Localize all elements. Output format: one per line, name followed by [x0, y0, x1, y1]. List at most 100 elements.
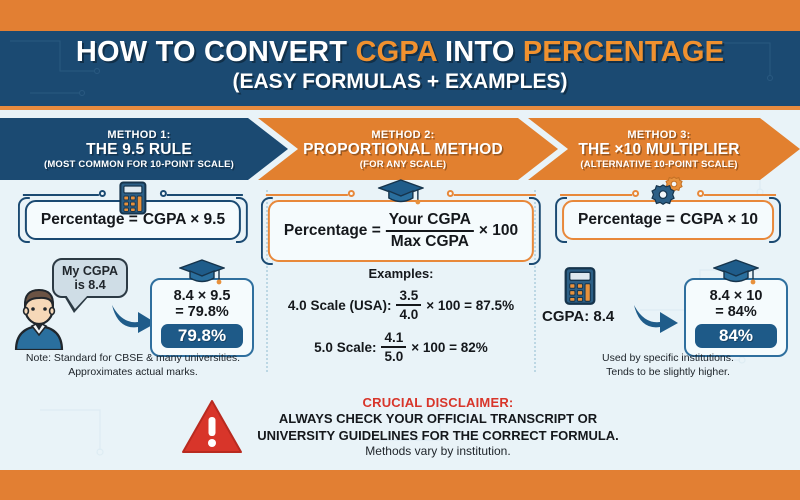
method-1-note-line-2: Approximates actual marks. [68, 365, 198, 378]
method-1-banner-line3: (MOST COMMON FOR 10-POINT SCALE) [43, 158, 235, 170]
method-3-formula-wrap: Percentage = CGPA × 10 [555, 176, 781, 243]
method-3-result-box: 8.4 × 10 = 84% 84% [684, 259, 788, 358]
method-1-node-line-right [167, 194, 244, 196]
disclaimer-sub: Methods vary by institution. [365, 444, 511, 458]
example-2-denominator: 5.0 [384, 349, 404, 364]
example-2-tail: × 100 = 82% [411, 339, 488, 355]
disclaimer-section: CRUCIAL DISCLAIMER: ALWAYS CHECK YOUR OF… [0, 388, 800, 466]
method-2-bracket-right [529, 197, 542, 265]
method-2-bracket-left [260, 197, 273, 265]
curved-arrow-icon [112, 305, 156, 333]
method-3-column: Percentage = CGPA × 10 [536, 176, 800, 382]
disclaimer-heading: CRUCIAL DISCLAIMER: [362, 394, 514, 410]
method-3-formula-box: Percentage = CGPA × 10 [555, 197, 781, 243]
method-2-column: Percentage = Your CGPA Max CGPA × 100 Ex… [260, 179, 542, 382]
method-3-formula-lhs: Percentage = [578, 211, 675, 228]
example-1-tail: × 100 = 87.5% [426, 297, 515, 313]
method-1-bracket-left [17, 197, 30, 243]
title-part-2: INTO [436, 36, 523, 68]
method-3-node-line-right [703, 194, 776, 196]
top-accent-band [0, 0, 800, 31]
method-1-note: Note: Standard for CBSE & many universit… [0, 352, 266, 379]
example-1-fraction: 3.5 4.0 [396, 288, 422, 322]
method-3-calc-line-2: = 84% [715, 304, 757, 321]
method-2-node-dot-right [447, 190, 455, 197]
method-1-bracket-right [236, 197, 249, 243]
method-2-banner-line3: (FOR ANY SCALE) [359, 158, 447, 170]
method-2-banner: METHOD 2: PROPORTIONAL METHOD (FOR ANY S… [258, 118, 558, 180]
method-2-node-line-left [265, 194, 348, 196]
method-3-node-dot-right [696, 190, 704, 197]
header-band [0, 31, 800, 106]
disclaimer-text: CRUCIAL DISCLAIMER: ALWAYS CHECK YOUR OF… [257, 395, 619, 459]
method-3-note: Used by specific institutions. Tends to … [536, 352, 800, 379]
method-3-node-dot-left [632, 190, 640, 197]
curved-arrow-icon [634, 305, 678, 333]
example-2-label: 5.0 Scale: [314, 339, 377, 355]
method-2-example-row-2: 5.0 Scale: 4.1 5.0 × 100 = 82% [268, 330, 534, 364]
column-divider-2 [534, 190, 536, 372]
gears-icon [651, 176, 683, 206]
method-2-formula-box: Percentage = Your CGPA Max CGPA × 100 [260, 197, 542, 265]
method-1-calc-line-2: = 79.8% [175, 304, 229, 321]
method-3-formula-rhs: CGPA × 10 [679, 211, 758, 228]
warning-triangle-icon [182, 400, 243, 453]
example-2-fraction: 4.1 5.0 [381, 330, 407, 364]
method-1-result-box: 8.4 × 9.5 = 79.8% 79.8% [150, 259, 254, 358]
method-3-banner-line1: METHOD 3: [627, 128, 691, 141]
title-highlight-percentage: PERCENTAGE [522, 36, 725, 68]
method-2-banner-line2: PROPORTIONAL METHOD [303, 140, 503, 158]
method-2-example-row-1: 4.0 Scale (USA): 3.5 4.0 × 100 = 87.5% [268, 288, 534, 322]
method-1-node-dot-right [160, 190, 168, 197]
method-2-formula-multiplier: × 100 [478, 222, 519, 239]
calculator-icon [564, 267, 596, 305]
student-avatar-icon [14, 288, 64, 350]
graduation-cap-icon [713, 259, 759, 285]
method-2-formula-numerator: Your CGPA [385, 211, 474, 232]
method-3-example-scene: CGPA: 8.4 8.4 × 10 = 84% 84% [536, 258, 800, 358]
header-underline-band [0, 106, 800, 110]
page-title: HOW TO CONVERT CGPA INTO PERCENTAGE [0, 36, 800, 69]
method-3-banner-line2: THE ×10 MULTIPLIER [578, 140, 740, 158]
method-3-bracket-left [555, 197, 568, 243]
example-1-denominator: 4.0 [399, 307, 419, 322]
title-part-1: HOW TO CONVERT [75, 36, 356, 68]
page-subtitle: (EASY FORMULAS + EXAMPLES) [232, 70, 568, 93]
method-3-note-line-1: Used by specific institutions. [602, 352, 734, 364]
method-2-formula-denominator: Max CGPA [390, 233, 469, 250]
speech-line-1: My CGPA [62, 264, 119, 278]
method-1-calc-line-1: 8.4 × 9.5 [173, 288, 231, 304]
bottom-accent-band [0, 470, 800, 500]
disclaimer-line-2: UNIVERSITY GUIDELINES FOR THE CORRECT FO… [257, 427, 619, 443]
method-3-node-line-left [560, 194, 633, 196]
method-1-formula-wrap: Percentage = CGPA × 9.5 [17, 181, 249, 243]
column-divider-1 [266, 190, 268, 372]
method-banner-row: METHOD 1: THE 9.5 RULE (MOST COMMON FOR … [0, 118, 800, 180]
title-highlight-cgpa: CGPA [355, 36, 437, 68]
method-1-result-pill: 79.8% [161, 324, 243, 349]
methods-content-row: Percentage = CGPA × 9.5 My CGP [0, 176, 800, 382]
method-1-node-line-left [22, 194, 99, 196]
method-1-banner-line2: THE 9.5 RULE [86, 140, 192, 158]
example-1-numerator: 3.5 [396, 288, 422, 306]
method-1-speech-bubble: My CGPA is 8.4 [52, 258, 129, 313]
graduation-cap-icon [378, 179, 424, 205]
method-1-note-line-1: Note: Standard for CBSE & many universit… [25, 352, 241, 364]
method-2-formula-lhs: Percentage = [283, 222, 381, 239]
calculator-icon [119, 181, 147, 215]
method-2-formula-fraction: Your CGPA Max CGPA [385, 211, 474, 251]
method-1-column: Percentage = CGPA × 9.5 My CGP [0, 181, 266, 382]
graduation-cap-icon [179, 259, 225, 285]
example-1-label: 4.0 Scale (USA): [287, 297, 392, 313]
disclaimer-line-1: ALWAYS CHECK YOUR OFFICIAL TRANSCRIPT OR [278, 411, 598, 427]
method-3-bracket-right [768, 197, 781, 243]
speech-line-2: is 8.4 [74, 278, 106, 292]
header-circuit-pattern [10, 40, 773, 96]
method-1-formula-rhs: CGPA × 9.5 [142, 211, 226, 228]
example-2-numerator: 4.1 [381, 330, 407, 348]
method-2-node-line-right [454, 194, 537, 196]
method-2-node-dot-left [347, 190, 355, 197]
method-1-node-dot-left [98, 190, 106, 197]
method-2-banner-line1: METHOD 2: [371, 128, 435, 141]
